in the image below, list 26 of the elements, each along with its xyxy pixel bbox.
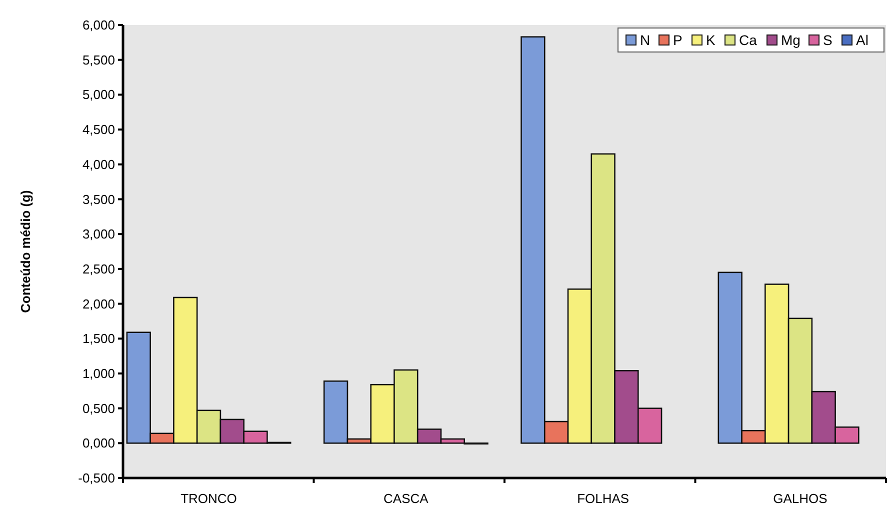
legend-label: K <box>706 32 716 48</box>
y-axis-title: Conteúdo médio (g) <box>18 190 33 313</box>
x-tick-label: FOLHAS <box>577 491 630 506</box>
y-tick-label: 3,000 <box>82 226 115 242</box>
y-tick-label: 5,000 <box>82 87 115 102</box>
legend-label: Al <box>856 32 868 48</box>
legend-label: N <box>640 32 650 48</box>
legend-label: S <box>823 32 832 48</box>
y-tick-label: 0,500 <box>82 400 115 416</box>
y-tick-label: 2,000 <box>82 296 115 312</box>
y-tick-label: -0,500 <box>78 470 115 486</box>
x-tick-label: CASCA <box>384 491 429 506</box>
y-tick-label: 0,000 <box>82 436 115 451</box>
y-tick-label: 3,500 <box>82 192 115 207</box>
y-tick-label: 1,000 <box>82 366 115 382</box>
legend-label: Mg <box>781 32 800 48</box>
x-tick-label: TRONCO <box>180 491 237 506</box>
x-tick-label: GALHOS <box>773 491 828 506</box>
y-tick-label: 4,500 <box>82 122 115 138</box>
y-tick-label: 2,500 <box>82 261 115 276</box>
legend-label: P <box>673 32 682 48</box>
y-tick-label: 5,500 <box>82 52 115 68</box>
y-tick-label: 4,000 <box>82 156 115 172</box>
y-tick-label: 1,500 <box>82 331 115 346</box>
y-tick-label: 6,000 <box>82 18 115 33</box>
legend-label: Ca <box>739 32 758 48</box>
